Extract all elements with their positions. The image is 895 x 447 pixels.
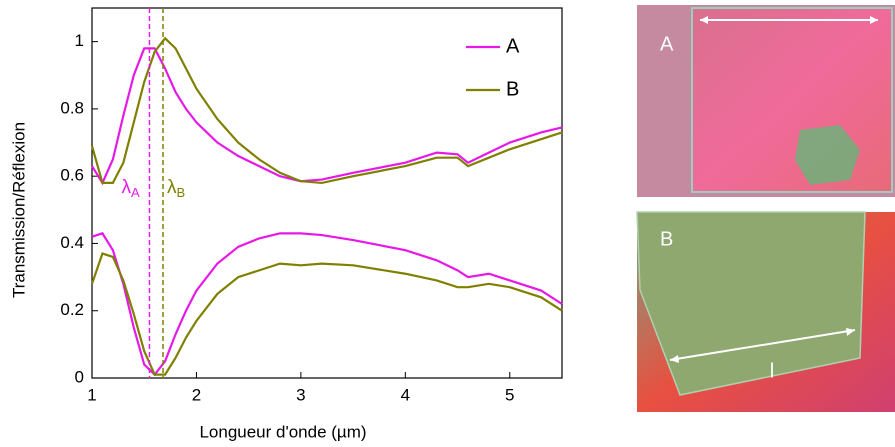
wavelength-label: λA	[121, 177, 140, 200]
plot-frame	[91, 7, 563, 379]
series-line	[91, 47, 563, 186]
x-tick-label: 2	[192, 385, 201, 404]
series-line	[90, 36, 563, 185]
dimension-label: l	[770, 360, 774, 382]
y-tick-label: 1	[75, 31, 84, 50]
legend-label: B	[506, 78, 519, 100]
y-tick-label: 0	[75, 367, 84, 386]
y-tick-label: 0.2	[60, 300, 84, 319]
y-tick-label: 0.4	[60, 233, 84, 252]
wavelength-label: λB	[167, 177, 185, 200]
y-tick-label: 0.6	[60, 166, 84, 185]
y-axis-label: Transmission/Réflexion	[9, 122, 28, 298]
photo-label: B	[660, 228, 673, 250]
series-line	[90, 252, 563, 376]
x-tick-label: 5	[505, 385, 514, 404]
lambda: λ	[121, 177, 131, 198]
series-line	[91, 232, 563, 377]
x-axis-label: Longueur d'onde (µm)	[199, 422, 366, 441]
x-tick-label: 4	[401, 385, 410, 404]
x-tick-label: 1	[87, 385, 96, 404]
lambda: λ	[167, 177, 177, 198]
photo-label: A	[660, 33, 674, 55]
x-tick-label: 3	[296, 385, 305, 404]
lambda-subscript: B	[177, 185, 186, 200]
photo-b: B l	[636, 211, 895, 412]
y-tick-label: 0.8	[60, 98, 84, 117]
photo-a: A	[637, 5, 895, 197]
legend-label: A	[506, 35, 520, 57]
lambda-subscript: A	[131, 185, 140, 200]
